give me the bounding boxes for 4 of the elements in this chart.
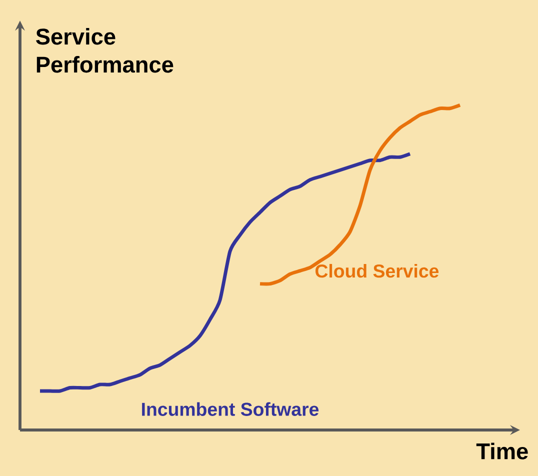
- y-axis-title: Service Performance: [36, 28, 174, 73]
- series-label: Incumbent Software: [142, 402, 319, 416]
- series-label: Cloud Service: [315, 264, 439, 278]
- x-axis-title: Time: [476, 442, 528, 460]
